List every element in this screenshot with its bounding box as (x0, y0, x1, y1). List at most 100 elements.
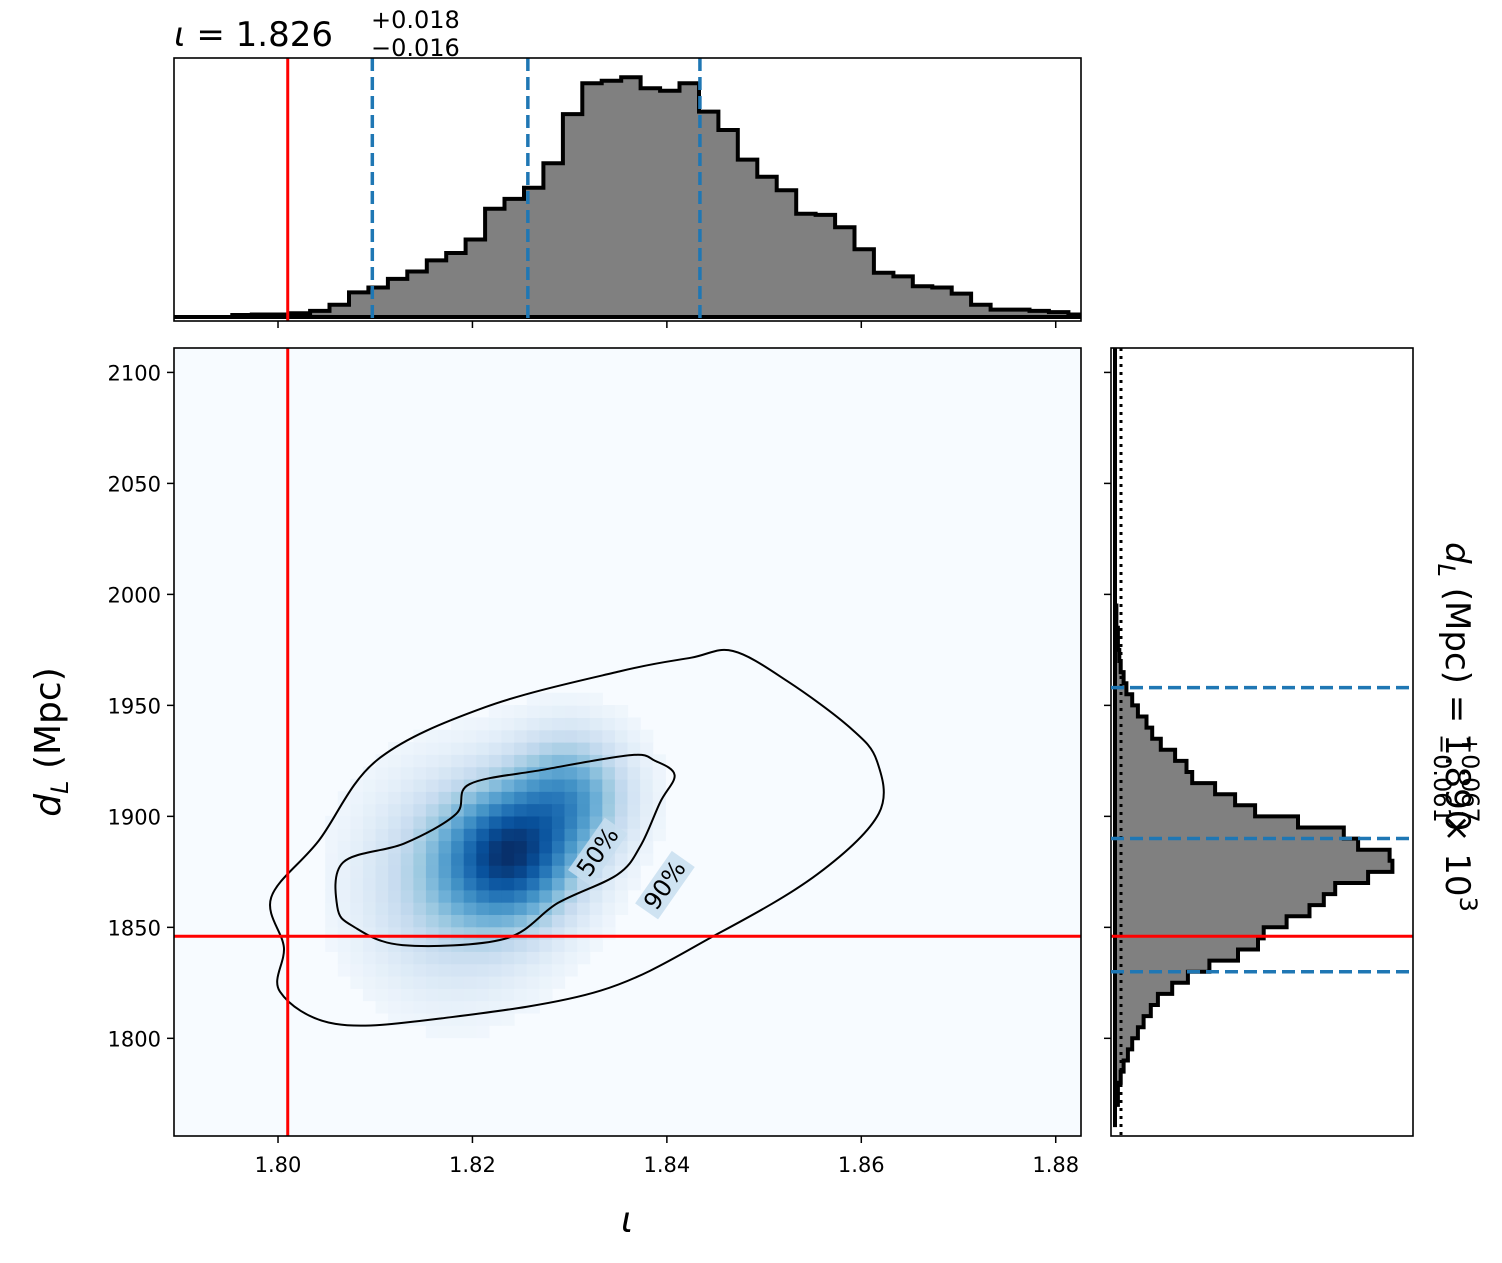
density-cell (388, 815, 402, 829)
density-cell (577, 815, 591, 829)
density-cell (337, 963, 351, 977)
density-cell (526, 963, 540, 977)
density-cell (539, 729, 553, 743)
density-cell (539, 939, 553, 952)
density-cell (337, 840, 351, 854)
density-cell (589, 778, 603, 792)
density-cell (463, 865, 477, 879)
svg-text:ι = 1.826: ι = 1.826 (174, 15, 333, 55)
density-cell (539, 803, 553, 817)
density-cell (375, 778, 389, 792)
density-cell (463, 742, 477, 755)
density-cell (438, 729, 452, 743)
density-cell (488, 914, 503, 928)
density-cell (539, 988, 553, 1002)
density-cell (539, 975, 553, 989)
density-cell (388, 877, 402, 891)
density-cell (476, 988, 490, 1002)
density-cell (602, 754, 616, 768)
density-cell (551, 914, 566, 928)
density-cell (614, 852, 629, 866)
main-panel-ticks: 1.80 1.82 1.84 1.86 1.88 1800 1850 1900 1950 2000… (108, 361, 1080, 1177)
density-cell (476, 778, 490, 792)
density-cell (551, 692, 566, 706)
y-axis-label-unit: (Mpc) (28, 667, 69, 769)
density-cell (400, 754, 414, 768)
density-cell (501, 717, 515, 731)
density-cell (551, 815, 566, 829)
density-cell (325, 865, 339, 879)
density-cell (539, 865, 553, 879)
density-cell (325, 852, 339, 866)
density-cell (589, 705, 603, 718)
density-cell (413, 877, 427, 891)
density-cell (350, 865, 364, 879)
density-cell (325, 840, 339, 854)
density-cell (362, 840, 377, 854)
density-cell (400, 877, 414, 891)
density-cell (627, 803, 641, 817)
density-cell (388, 951, 402, 965)
density-cell (640, 778, 654, 792)
density-cell (652, 815, 666, 829)
density-cell (438, 803, 452, 817)
density-cell (451, 902, 465, 915)
density-cell (589, 766, 603, 780)
density-cell (501, 1000, 515, 1014)
density-cell (400, 902, 414, 915)
density-cell (438, 889, 452, 903)
density-cell (451, 951, 465, 965)
density-cell (463, 717, 477, 731)
density-cell (577, 729, 591, 743)
density-cell (602, 791, 616, 805)
density-cell (388, 988, 402, 1002)
density-cell (551, 766, 566, 780)
density-cell (514, 963, 528, 977)
density-cell (526, 692, 540, 706)
density-cell (614, 729, 629, 743)
density-cell (488, 778, 503, 792)
density-cell (488, 902, 503, 915)
right-title: dL (Mpc) = 1.890 +0.067 −0.061 × 103 (1428, 542, 1484, 912)
density-cell (488, 742, 503, 755)
density-cell (551, 975, 566, 989)
density-cell (564, 902, 578, 915)
density-cell (375, 889, 389, 903)
density-cell (614, 877, 629, 891)
density-cell (375, 865, 389, 879)
density-cell (652, 828, 666, 842)
density-cell (551, 717, 566, 731)
density-cell (350, 791, 364, 805)
density-cell (413, 1000, 427, 1014)
density-cell (362, 951, 377, 965)
density-cell (476, 803, 490, 817)
density-cell (602, 902, 616, 915)
density-cell (463, 766, 477, 780)
density-cell (451, 963, 465, 977)
density-cell (564, 815, 578, 829)
density-cell (438, 840, 452, 854)
density-cell (451, 828, 465, 842)
density-cell (388, 778, 402, 792)
density-cell (451, 865, 465, 879)
density-cell (463, 852, 477, 866)
top-title: ι = 1.826 +0.018 −0.016 (174, 6, 460, 62)
main-panel-content: 50%90% (174, 348, 1081, 1136)
density-cell (577, 754, 591, 768)
density-cell (451, 852, 465, 866)
density-cell (488, 791, 503, 805)
density-cell (400, 778, 414, 792)
density-cell (413, 914, 427, 928)
density-cell (514, 889, 528, 903)
density-cell (602, 914, 616, 928)
density-cell (438, 865, 452, 879)
density-cell (614, 717, 629, 731)
density-cell (337, 877, 351, 891)
density-cell (362, 914, 377, 928)
top-title-plus: +0.018 (371, 6, 460, 34)
density-cell (400, 963, 414, 977)
density-cell (325, 828, 339, 842)
right-title-exp: 3 (1454, 897, 1482, 912)
density-cell (577, 902, 591, 915)
density-cell (526, 729, 540, 743)
